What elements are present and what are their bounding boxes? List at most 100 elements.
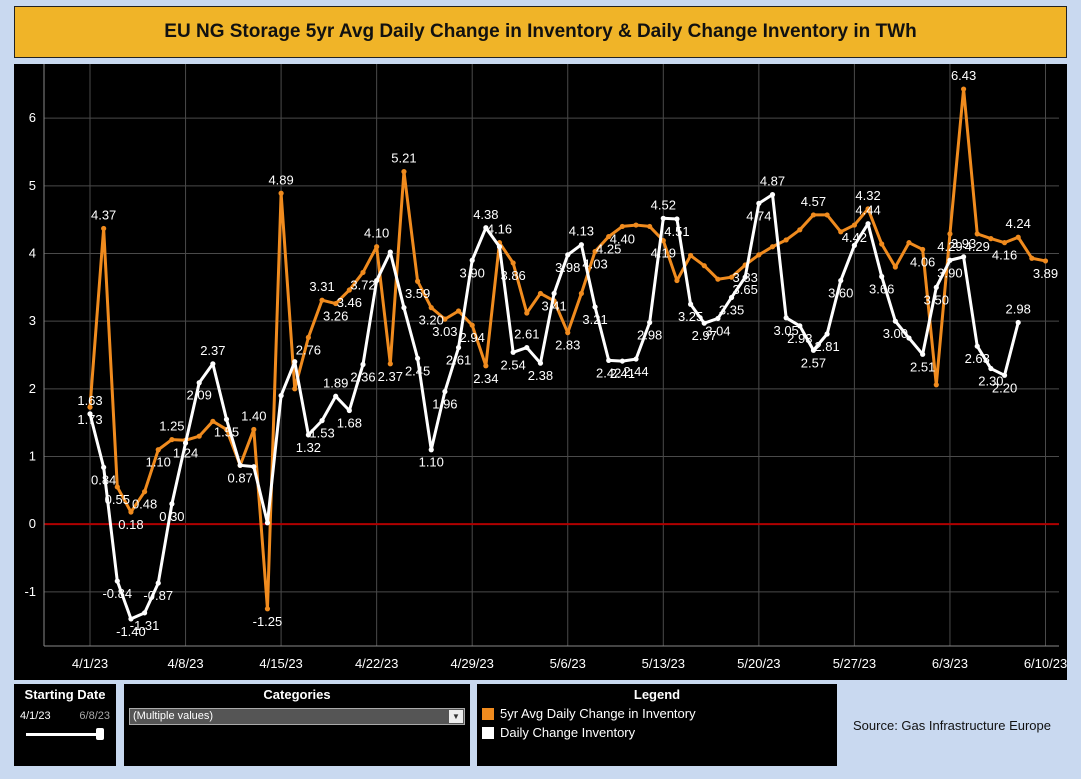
data-point (442, 316, 448, 322)
y-tick-label: 2 (29, 381, 36, 396)
categories-title: Categories (263, 687, 331, 702)
data-point (155, 447, 161, 453)
data-label: 4.10 (364, 226, 389, 241)
data-label: 2.76 (296, 342, 321, 357)
data-label: 1.40 (241, 408, 266, 423)
data-point (483, 363, 489, 369)
data-label: 4.42 (842, 230, 867, 245)
data-point (728, 274, 735, 280)
data-label: 2.54 (500, 357, 525, 372)
data-point (988, 236, 994, 242)
data-point (633, 356, 639, 362)
data-point (374, 244, 380, 250)
data-label: 0.18 (118, 517, 143, 532)
data-point (428, 305, 434, 311)
x-tick-label: 4/29/23 (451, 656, 494, 671)
data-point (196, 380, 202, 386)
legend-item-daily-change[interactable]: Daily Change Inventory (482, 725, 837, 740)
data-label: 1.96 (432, 397, 457, 412)
data-point (278, 393, 284, 399)
data-label: 3.66 (869, 281, 894, 296)
data-point (455, 308, 462, 314)
data-point (237, 462, 243, 468)
data-label: 2.42 (596, 365, 621, 380)
x-tick-label: 4/8/23 (167, 656, 203, 671)
data-label: 3.65 (733, 282, 758, 297)
data-label: -1.40 (116, 624, 146, 639)
categories-select[interactable]: (Multiple values) ▼ (129, 708, 465, 725)
legend-panel: Legend 5yr Avg Daily Change in Inventory… (477, 684, 837, 766)
data-point (742, 274, 748, 280)
data-point (415, 355, 421, 361)
data-point (387, 361, 393, 367)
legend-label: Daily Change Inventory (500, 725, 636, 740)
data-point (223, 416, 230, 422)
data-label: 4.57 (801, 194, 826, 209)
data-point (728, 294, 735, 301)
data-label: 3.03 (432, 324, 457, 339)
data-label: 3.00 (883, 326, 908, 341)
data-point (537, 290, 544, 297)
data-point (619, 223, 625, 230)
data-point (305, 334, 311, 341)
x-tick-label: 4/1/23 (72, 656, 108, 671)
y-tick-label: -1 (24, 584, 36, 599)
y-tick-label: 1 (29, 449, 36, 464)
data-point (251, 426, 257, 433)
data-label: 3.04 (705, 323, 730, 338)
data-label: 1.25 (159, 419, 184, 434)
data-label: 4.16 (487, 222, 512, 237)
data-point (892, 318, 898, 324)
data-point (674, 277, 680, 284)
data-point (333, 393, 339, 399)
data-point (606, 233, 612, 240)
x-tick-label: 4/22/23 (355, 656, 398, 671)
data-point (879, 241, 885, 247)
data-label: 3.83 (733, 270, 758, 285)
data-point (947, 257, 953, 263)
data-point (537, 360, 544, 366)
data-label: 4.16 (992, 248, 1017, 263)
data-label: 1.10 (419, 455, 444, 470)
data-point (756, 200, 762, 207)
x-tick-label: 5/6/23 (550, 656, 586, 671)
data-label: 3.46 (337, 295, 362, 310)
date-slider-track[interactable] (26, 733, 100, 736)
data-point (810, 212, 817, 218)
data-point (428, 447, 434, 453)
data-label: 2.38 (528, 368, 553, 383)
data-label: 3.25 (678, 309, 703, 324)
date-from-label: 4/1/23 (20, 710, 51, 722)
data-label: 4.03 (582, 256, 607, 271)
line-chart: 4/1/23 4/8/23 4/15/23 4/22/23 4/29/23 5/6/23 5… (24, 64, 1067, 671)
data-point (305, 432, 311, 438)
legend-item-5yr-avg[interactable]: 5yr Avg Daily Change in Inventory (482, 706, 837, 721)
data-point (715, 315, 721, 322)
data-point (360, 269, 366, 276)
data-point (647, 223, 653, 230)
data-point (101, 464, 107, 470)
data-label: -0.84 (102, 586, 132, 601)
data-point (974, 231, 980, 237)
data-label: 2.61 (446, 353, 471, 368)
y-tick-label: 0 (29, 516, 36, 531)
chevron-down-icon[interactable]: ▼ (449, 710, 463, 723)
data-label: 4.44 (855, 203, 880, 218)
data-label: 3.93 (951, 236, 976, 251)
data-point (851, 222, 858, 228)
data-label: -1.25 (253, 614, 283, 629)
data-label: 1.68 (337, 415, 362, 430)
data-point (496, 244, 503, 250)
data-label: 1.32 (296, 440, 321, 455)
data-point (251, 464, 257, 470)
data-label: 3.21 (582, 312, 607, 327)
data-label: 2.20 (992, 380, 1017, 395)
data-label: 2.83 (555, 338, 580, 353)
categories-selected-value: (Multiple values) (133, 710, 214, 722)
y-tick-label: 6 (29, 110, 36, 125)
data-point (114, 484, 120, 490)
data-point (128, 509, 134, 515)
date-slider-handle[interactable] (96, 728, 104, 740)
data-label: 4.19 (651, 246, 676, 261)
data-point (1042, 258, 1049, 264)
